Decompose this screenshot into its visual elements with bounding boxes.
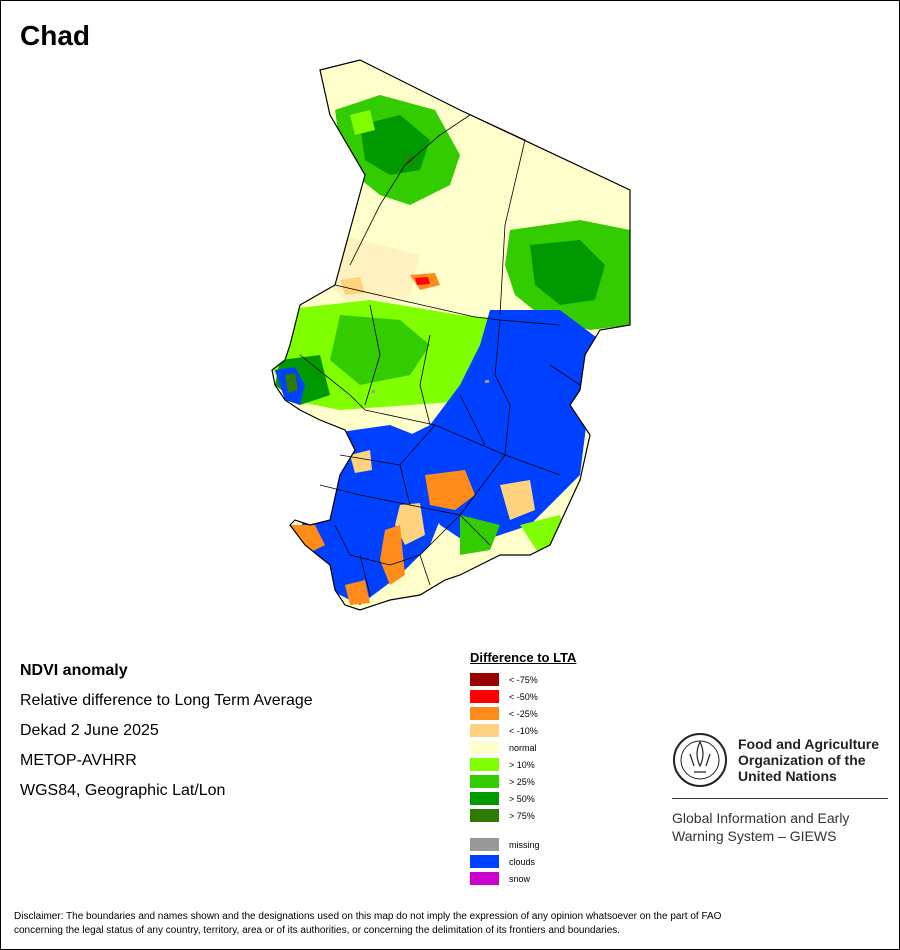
legend-label: < -75%: [509, 674, 538, 685]
legend-swatch: [470, 741, 499, 754]
legend-item: clouds: [470, 853, 576, 870]
product-name: NDVI anomaly: [20, 662, 128, 679]
legend-special: missing clouds snow: [470, 836, 576, 887]
system-line2: Warning System – GIEWS: [672, 828, 837, 844]
product-description: Relative difference to Long Term Average: [20, 692, 313, 709]
legend-label: < -25%: [509, 708, 538, 719]
legend-classes: < -75% < -50% < -25% < -10% normal > 10% > 25%…: [470, 671, 576, 824]
legend-swatch: [470, 724, 499, 737]
legend-item: snow: [470, 870, 576, 887]
legend-item: < -50%: [470, 688, 576, 705]
disclaimer-line1: Disclaimer: The boundaries and names sho…: [14, 911, 722, 922]
legend-label: > 50%: [509, 793, 535, 804]
legend-item: > 10%: [470, 756, 576, 773]
legend-item: > 50%: [470, 790, 576, 807]
legend-swatch: [470, 855, 499, 868]
sensor-label: METOP-AVHRR: [20, 752, 137, 769]
legend-swatch: [470, 838, 499, 851]
org-name-line3: United Nations: [738, 768, 837, 784]
legend-item: > 75%: [470, 807, 576, 824]
legend-label: < -50%: [509, 691, 538, 702]
legend-item: > 25%: [470, 773, 576, 790]
legend-swatch: [470, 707, 499, 720]
system-line1: Global Information and Early: [672, 810, 850, 826]
legend-label: < -10%: [509, 725, 538, 736]
legend-label: > 10%: [509, 759, 535, 770]
map-title: Chad: [20, 20, 90, 51]
legend-label: > 75%: [509, 810, 535, 821]
disclaimer: Disclaimer: The boundaries and names sho…: [14, 910, 886, 938]
legend-item: missing: [470, 836, 576, 853]
legend-label: clouds: [509, 856, 536, 867]
organization-block: Food and Agriculture Organization of the…: [672, 732, 888, 845]
divider: [672, 798, 888, 799]
legend-title: Difference to LTA: [470, 650, 577, 665]
legend-item: < -10%: [470, 722, 576, 739]
legend-item: < -75%: [470, 671, 576, 688]
legend-item: normal: [470, 739, 576, 756]
legend-swatch: [470, 673, 499, 686]
legend-swatch: [470, 775, 499, 788]
ndvi-anomaly-map: [271, 59, 631, 611]
legend-label: > 25%: [509, 776, 535, 787]
org-name-line1: Food and Agriculture: [738, 736, 880, 752]
projection-label: WGS84, Geographic Lat/Lon: [20, 782, 226, 799]
legend-swatch: [470, 872, 499, 885]
legend-swatch: [470, 758, 499, 771]
legend-swatch: [470, 809, 499, 822]
map-info: NDVI anomaly Relative difference to Long…: [20, 656, 313, 806]
legend-label: normal: [509, 742, 537, 753]
legend-swatch: [470, 690, 499, 703]
period-label: Dekad 2 June 2025: [20, 722, 159, 739]
legend-item: < -25%: [470, 705, 576, 722]
legend-swatch: [470, 792, 499, 805]
legend-label: snow: [509, 873, 531, 884]
disclaimer-line2: concerning the legal status of any count…: [14, 925, 621, 936]
fao-logo-icon: [673, 733, 727, 787]
legend: Difference to LTA < -75% < -50% < -25% < -1…: [470, 650, 576, 887]
legend-label: missing: [509, 839, 540, 850]
org-name-line2: Organization of the: [738, 752, 866, 768]
